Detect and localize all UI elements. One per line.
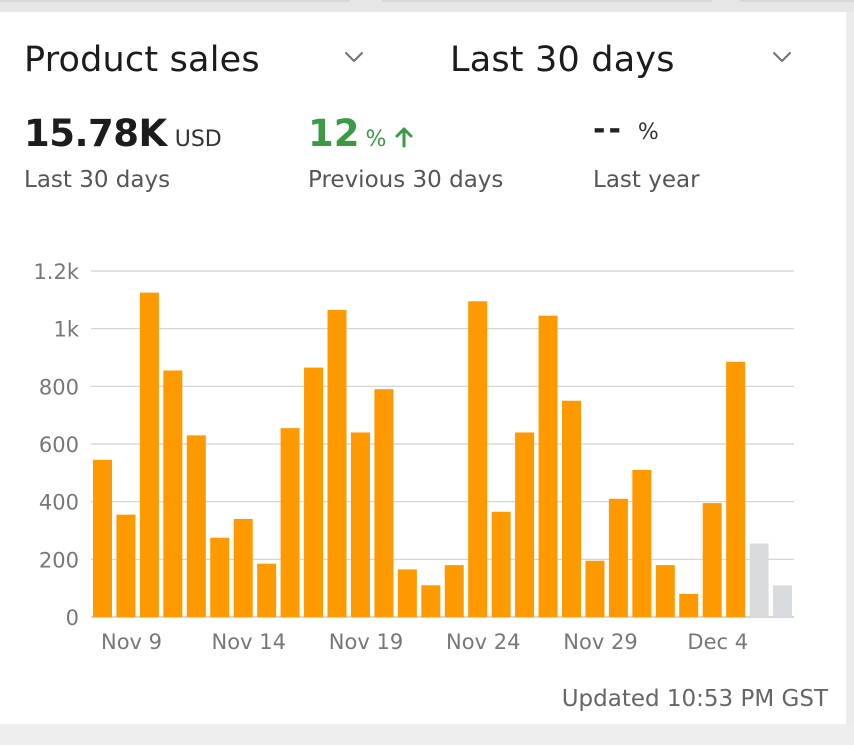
bar-pending[interactable] xyxy=(773,585,793,617)
bar[interactable] xyxy=(632,469,652,617)
bar[interactable] xyxy=(655,565,675,617)
kpi-previous-unit: % xyxy=(365,127,387,152)
y-tick-label: 600 xyxy=(39,433,79,457)
bar[interactable] xyxy=(397,569,417,617)
bar[interactable] xyxy=(350,432,370,617)
kpi-previous: 12% xyxy=(308,112,414,155)
period-selector-label: Last 30 days xyxy=(450,40,675,80)
bar[interactable] xyxy=(93,459,112,617)
bar[interactable] xyxy=(538,315,558,617)
arrow-up-icon xyxy=(395,127,412,148)
y-tick-label: 200 xyxy=(39,548,79,572)
bar[interactable] xyxy=(374,389,394,617)
kpi-current-unit: USD xyxy=(174,127,222,152)
x-tick-label: Nov 19 xyxy=(329,630,403,654)
metric-selector[interactable]: Product sales xyxy=(24,28,374,92)
bar[interactable] xyxy=(702,503,722,617)
bar[interactable] xyxy=(304,367,324,617)
kpi-current-label: Last 30 days xyxy=(24,167,171,193)
bar[interactable] xyxy=(421,585,441,617)
x-tick-label: Nov 29 xyxy=(563,630,637,654)
chevron-down-icon[interactable] xyxy=(344,50,364,64)
kpi-current-value: 15.78K xyxy=(24,112,167,155)
bar[interactable] xyxy=(327,309,347,617)
bar[interactable] xyxy=(608,498,628,617)
top-divider xyxy=(0,0,350,2)
kpi-last-year-unit: % xyxy=(637,120,659,145)
bar[interactable] xyxy=(491,511,511,617)
kpi-previous-label: Previous 30 days xyxy=(308,167,504,193)
top-strip xyxy=(0,0,854,12)
x-tick-label: Nov 14 xyxy=(212,630,286,654)
bar-pending[interactable] xyxy=(749,543,769,617)
bar[interactable] xyxy=(186,435,206,617)
y-tick-label: 800 xyxy=(39,375,79,399)
x-tick-label: Nov 9 xyxy=(101,630,162,654)
kpi-last-year-value: -- xyxy=(593,112,624,147)
bar[interactable] xyxy=(468,301,488,617)
y-tick-label: 1k xyxy=(53,318,79,342)
kpi-last-year: --% xyxy=(593,112,659,147)
y-tick-label: 0 xyxy=(66,606,79,630)
bar[interactable] xyxy=(139,292,159,617)
bar[interactable] xyxy=(562,400,581,617)
bottom-strip xyxy=(0,724,854,745)
bar[interactable] xyxy=(679,593,699,617)
y-tick-label: 400 xyxy=(39,491,79,515)
bar[interactable] xyxy=(444,565,464,617)
top-divider xyxy=(382,0,712,2)
x-tick-label: Dec 4 xyxy=(687,630,748,654)
metric-selector-label: Product sales xyxy=(24,40,260,80)
chevron-down-icon[interactable] xyxy=(772,50,792,64)
bar[interactable] xyxy=(116,514,136,617)
x-tick-label: Nov 24 xyxy=(446,630,520,654)
bar[interactable] xyxy=(515,432,535,617)
bar[interactable] xyxy=(257,563,277,617)
updated-timestamp: Updated 10:53 PM GST xyxy=(561,686,828,712)
sales-bar-chart: 0 200 400 600 800 1k 1.2k Nov 9 Nov 14 Nov 19 Nov … xyxy=(33,260,794,654)
top-divider xyxy=(740,0,854,2)
y-tick-label: 1.2k xyxy=(33,260,79,284)
kpi-last-year-label: Last year xyxy=(593,167,700,193)
period-selector[interactable]: Last 30 days xyxy=(450,28,800,92)
bar[interactable] xyxy=(233,518,253,617)
bar[interactable] xyxy=(726,361,746,617)
kpi-previous-value: 12 xyxy=(308,112,360,155)
bar[interactable] xyxy=(585,560,605,617)
bar[interactable] xyxy=(163,370,183,617)
bar[interactable] xyxy=(210,537,230,617)
kpi-current: 15.78K USD xyxy=(24,112,222,155)
bar[interactable] xyxy=(280,428,300,617)
